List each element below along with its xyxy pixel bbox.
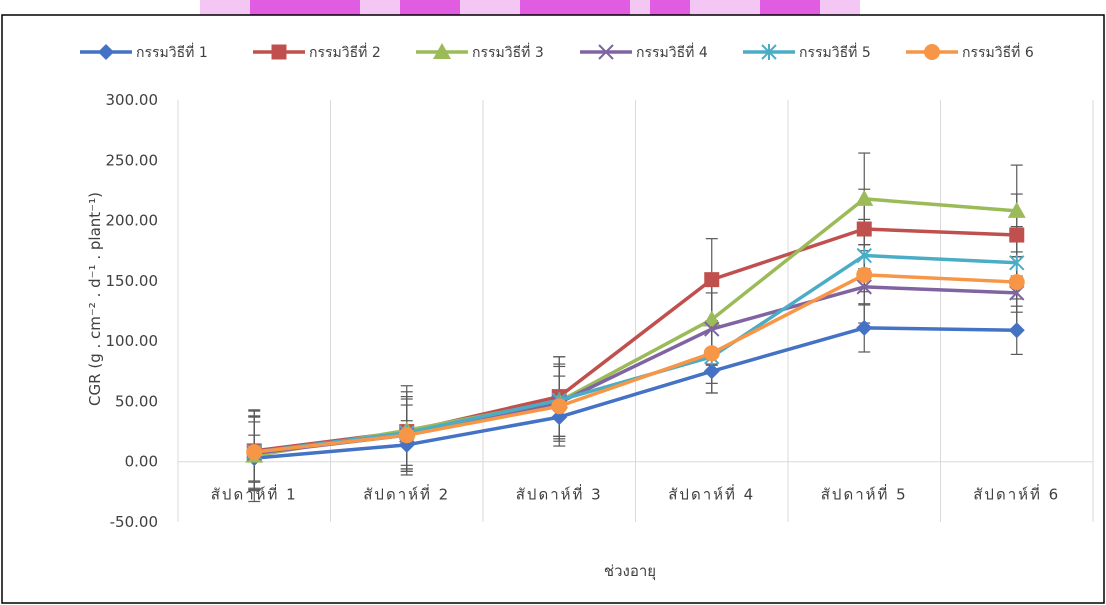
data-point	[1009, 254, 1025, 271]
y-tick-label: 0.00	[125, 453, 158, 471]
x-axis: สัปดาห์ที่ 1 สัปดาห์ที่ 2 สัปดาห์ที่ 3 สัปด…	[211, 484, 1060, 504]
y-tick-label: 50.00	[115, 392, 158, 410]
x-tick-label: สัปดาห์ที่ 2	[363, 484, 450, 504]
data-point	[1009, 227, 1025, 243]
top-decoration-band	[200, 0, 860, 15]
data-point	[1007, 201, 1026, 218]
data-point	[704, 321, 720, 337]
band-block	[760, 0, 820, 15]
data-point	[856, 266, 873, 283]
series-lines	[245, 189, 1026, 467]
y-tick-label: 250.00	[106, 151, 159, 169]
x-tick-label: สัปดาห์ที่ 3	[516, 484, 603, 504]
data-point	[398, 427, 415, 444]
data-point	[702, 310, 721, 327]
series-line	[254, 273, 1017, 454]
legend-item: กรรมวิธีที่ 4	[580, 43, 708, 61]
data-point	[246, 444, 263, 461]
legend-marker	[433, 43, 451, 59]
legend-label: กรรมวิธีที่ 2	[309, 43, 381, 61]
data-point	[551, 398, 568, 415]
data-point	[1008, 274, 1025, 291]
series-line	[254, 326, 1017, 460]
legend-item: กรรมวิธีที่ 5	[743, 43, 871, 61]
legend: กรรมวิธีที่ 1 กรรมวิธีที่ 2 กรรมวิธีที่ 3 ก…	[80, 43, 1034, 61]
band-block	[400, 0, 460, 15]
x-tick-label: สัปดาห์ที่ 4	[668, 484, 755, 504]
data-point	[703, 345, 720, 362]
series-6	[246, 266, 1025, 461]
legend-label: กรรมวิธีที่ 4	[636, 43, 708, 61]
band-block	[650, 0, 690, 15]
x-tick-label: สัปดาห์ที่ 1	[211, 484, 298, 504]
data-point	[856, 221, 872, 237]
x-axis-title: ช่วงอายุ	[604, 562, 656, 581]
y-tick-label: 200.00	[106, 212, 159, 230]
y-tick-label: 150.00	[106, 272, 159, 290]
data-point	[856, 319, 873, 336]
y-tick-label: -50.00	[110, 513, 158, 531]
chart-border	[1, 14, 1105, 604]
legend-item: กรรมวิธีที่ 1	[80, 43, 208, 61]
legend-label: กรรมวิธีที่ 1	[136, 43, 208, 61]
legend-marker	[98, 44, 114, 60]
legend-marker	[924, 44, 940, 60]
data-point	[855, 189, 874, 206]
data-point	[703, 363, 720, 380]
legend-marker	[271, 44, 287, 60]
legend-marker	[761, 44, 777, 60]
legend-item: กรรมวิธีที่ 2	[253, 43, 381, 61]
series-layer	[245, 152, 1026, 503]
data-point	[704, 272, 720, 288]
y-tick-label: 300.00	[106, 91, 159, 109]
data-point	[856, 247, 872, 264]
x-tick-label: สัปดาห์ที่ 5	[821, 484, 908, 504]
legend-label: กรรมวิธีที่ 6	[962, 43, 1034, 61]
legend-item: กรรมวิธีที่ 6	[906, 43, 1034, 61]
band-block	[250, 0, 360, 15]
y-tick-label: 100.00	[106, 332, 159, 350]
band-block	[520, 0, 630, 15]
data-point	[856, 279, 872, 295]
x-tick-label: สัปดาห์ที่ 6	[973, 484, 1060, 504]
legend-label: กรรมวิธีที่ 5	[799, 43, 871, 61]
legend-marker	[598, 44, 614, 60]
legend-label: กรรมวิธีที่ 3	[472, 43, 544, 61]
data-point	[1008, 322, 1025, 339]
legend-item: กรรมวิธีที่ 3	[416, 43, 544, 61]
y-axis-title: CGR (g . cm⁻² . d⁻¹ . plant⁻¹)	[86, 192, 104, 406]
y-axis: -50.00 0.00 50.00 100.00 150.00 200.00 250.00 3…	[106, 91, 159, 531]
